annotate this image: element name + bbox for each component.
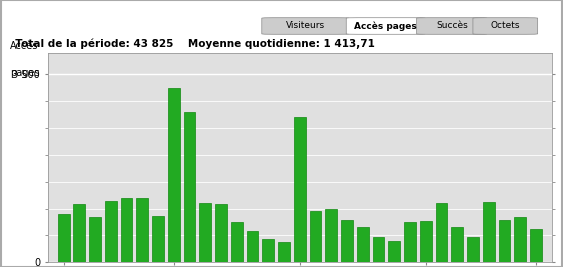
Bar [262,239,274,262]
Bar [184,112,195,262]
Bar [215,204,227,262]
FancyBboxPatch shape [346,18,425,34]
Bar [420,221,432,262]
Bar [483,202,495,262]
Bar [89,217,101,262]
Bar [136,198,148,262]
Text: Visiteurs: Visiteurs [286,22,325,30]
Bar [105,201,117,262]
Bar [199,203,211,262]
Bar [515,217,526,262]
Bar [404,222,416,262]
Bar [373,237,385,262]
Text: Accès pages: Accès pages [354,21,417,31]
Bar [73,204,85,262]
Text: pages: pages [10,68,39,78]
Bar [530,229,542,262]
Bar [247,231,258,262]
Text: Octets: Octets [490,22,520,30]
Bar [168,88,180,262]
Bar [310,211,321,262]
Bar [467,237,479,262]
Bar [357,227,369,262]
FancyBboxPatch shape [262,18,349,34]
Text: presquil: presquil [65,3,113,14]
Bar [278,242,290,262]
Text: Total de la période: 43 825    Moyenne quotidienne: 1 413,71: Total de la période: 43 825 Moyenne quot… [8,39,376,49]
Text: Rapport pour:: Rapport pour: [6,3,81,14]
Bar [120,198,132,262]
Text: Accès: Accès [10,41,38,51]
FancyBboxPatch shape [417,18,487,34]
FancyBboxPatch shape [473,18,538,34]
Bar [152,216,164,262]
Bar [499,221,511,262]
Bar [388,241,400,262]
Text: Succès: Succès [436,22,468,30]
Bar [294,117,306,262]
Bar [57,214,69,262]
Bar [452,227,463,262]
Bar [231,222,243,262]
Bar [436,203,448,262]
Bar [341,221,353,262]
Text: Graphique jour: Graphique jour [118,21,197,31]
Text: Période: 1/5/2002 - 31/5/2002: Période: 1/5/2002 - 31/5/2002 [383,3,557,14]
Bar [325,209,337,262]
